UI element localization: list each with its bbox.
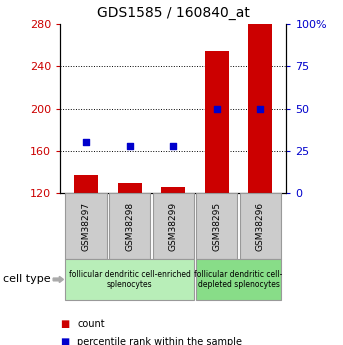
Text: follicular dendritic cell-
depleted splenocytes: follicular dendritic cell- depleted sple… xyxy=(194,270,283,289)
Bar xyxy=(248,24,272,193)
Text: GSM38299: GSM38299 xyxy=(169,201,178,250)
Bar xyxy=(66,259,194,300)
Bar xyxy=(161,187,185,193)
Text: GSM38296: GSM38296 xyxy=(256,201,265,250)
Text: ■: ■ xyxy=(61,319,70,329)
Bar xyxy=(74,175,98,193)
Bar xyxy=(240,193,281,259)
Bar xyxy=(196,259,281,300)
Point xyxy=(258,106,263,111)
Text: GSM38298: GSM38298 xyxy=(125,201,134,250)
Bar xyxy=(153,193,194,259)
Bar xyxy=(109,193,150,259)
Text: cell type: cell type xyxy=(3,275,51,284)
Text: ■: ■ xyxy=(61,337,70,345)
Text: GSM38295: GSM38295 xyxy=(212,201,221,250)
Text: follicular dendritic cell-enriched
splenocytes: follicular dendritic cell-enriched splen… xyxy=(69,270,191,289)
Text: percentile rank within the sample: percentile rank within the sample xyxy=(77,337,242,345)
Point xyxy=(170,143,176,149)
Bar xyxy=(205,51,229,193)
Bar xyxy=(118,183,142,193)
Text: count: count xyxy=(77,319,105,329)
Point xyxy=(83,140,89,145)
Title: GDS1585 / 160840_at: GDS1585 / 160840_at xyxy=(97,6,250,20)
Bar xyxy=(66,193,107,259)
Point xyxy=(127,143,132,149)
Text: GSM38297: GSM38297 xyxy=(82,201,91,250)
Point xyxy=(214,106,220,111)
Bar xyxy=(196,193,237,259)
